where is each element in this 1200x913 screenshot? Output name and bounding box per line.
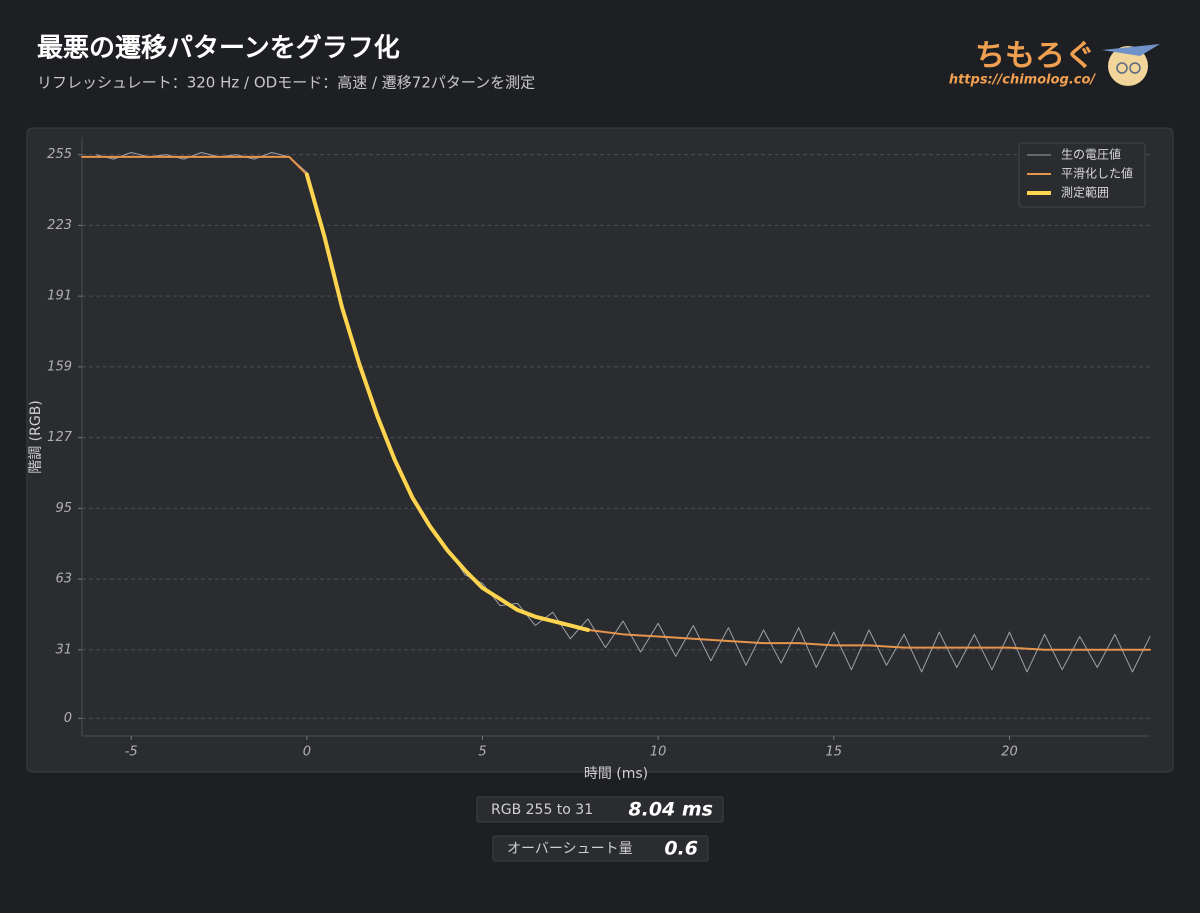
logo-text: ちもろぐ (975, 39, 1095, 74)
stat-value: 0.6 (664, 838, 698, 860)
logo-mascot (1102, 44, 1160, 86)
y-tick-label: 223 (47, 218, 72, 233)
y-tick-label: 31 (55, 642, 72, 657)
logo-url: https://chimolog.co/ (949, 73, 1097, 88)
y-tick-label: 191 (47, 289, 72, 304)
y-tick-label: 159 (47, 359, 72, 374)
x-tick-label: 20 (1001, 745, 1018, 760)
x-axis-label: 時間 (ms) (584, 766, 648, 782)
y-tick-label: 127 (47, 430, 73, 445)
x-tick-label: 0 (303, 745, 311, 760)
chart-panel (26, 127, 1174, 773)
series-line (304, 172, 590, 632)
y-tick-label: 95 (55, 501, 72, 516)
y-tick-label: 255 (47, 147, 72, 162)
stat-label: オーバーシュート量 (507, 841, 633, 857)
stat-value: 8.04 ms (628, 799, 713, 821)
y-tick-label: 0 (64, 711, 72, 726)
x-tick-label: 5 (478, 745, 486, 760)
x-tick-label: 10 (650, 745, 667, 760)
x-tick-label: 15 (826, 745, 843, 760)
chart-title: 最悪の遷移パターンをグラフ化 (37, 34, 400, 64)
y-tick-label: 63 (55, 572, 72, 587)
legend-label: 測定範囲 (1061, 185, 1109, 200)
stat-box (492, 835, 709, 862)
legend-label: 生の電圧値 (1061, 147, 1121, 162)
stats: RGB 255 to 31 8.04 ms オーバーシュート量 0.6 (476, 796, 724, 862)
series-line (95, 151, 1151, 673)
x-tick-label: -5 (125, 745, 138, 760)
legend-label: 平滑化した値 (1061, 166, 1133, 181)
chart-subtitle: リフレッシュレート：320 Hz / ODモード：高速 / 遷移72パターンを測… (37, 74, 535, 92)
stat-label: RGB 255 to 31 (491, 802, 593, 818)
y-axis-label: 階調 (RGB) (28, 400, 44, 474)
stat-box (476, 796, 724, 823)
